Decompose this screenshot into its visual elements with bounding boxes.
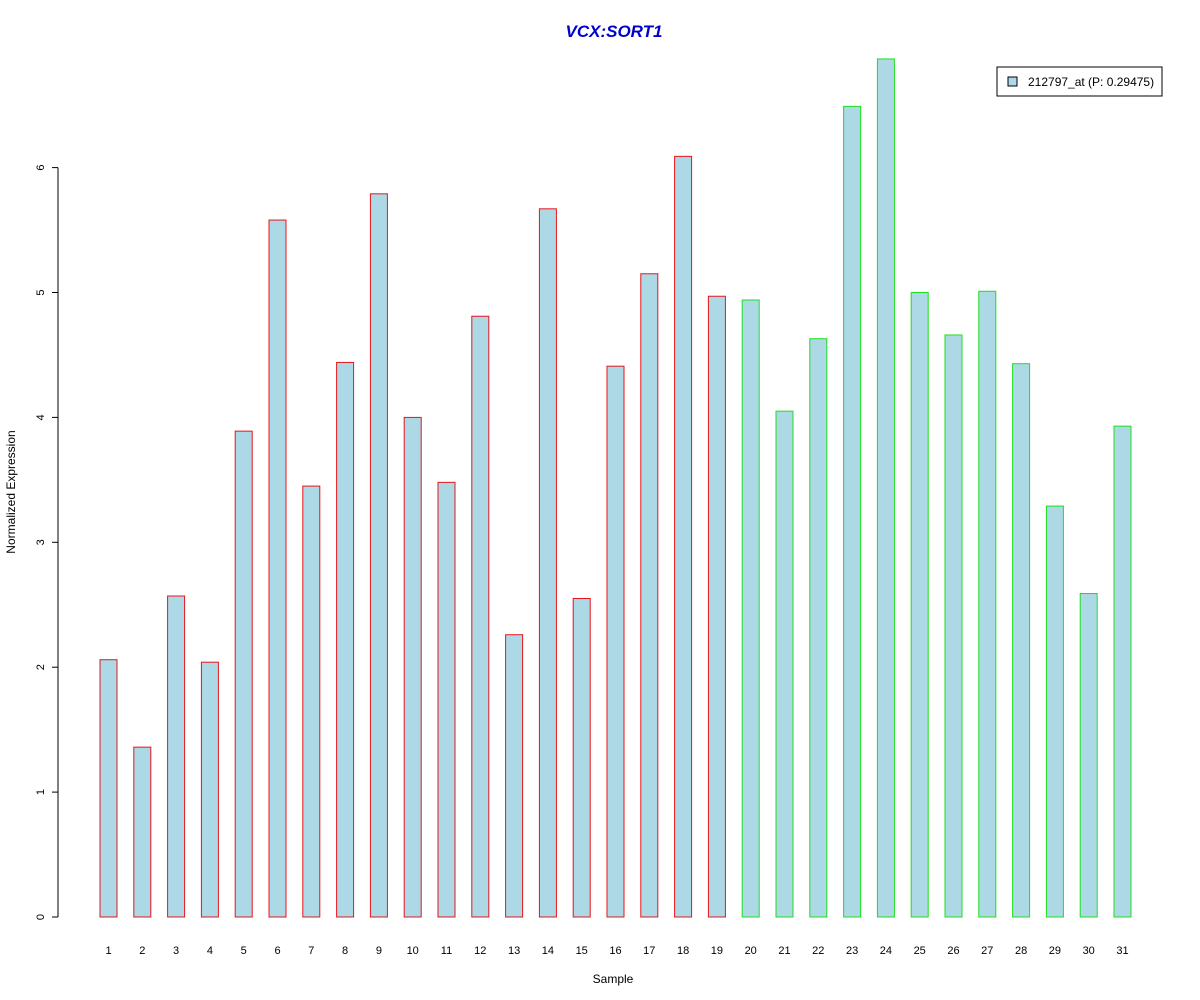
x-tick-label: 27	[981, 945, 993, 957]
bar	[268, 219, 287, 918]
x-tick-label: 16	[609, 945, 621, 957]
bar	[302, 485, 321, 918]
bar	[200, 661, 219, 918]
bar	[336, 361, 355, 918]
x-tick-label: 2	[139, 945, 145, 957]
x-tick-label: 19	[711, 945, 723, 957]
y-tick-label: 4	[35, 414, 47, 420]
bars	[99, 58, 1132, 918]
x-tick-label: 18	[677, 945, 689, 957]
bar	[741, 299, 760, 918]
x-tick-label: 17	[643, 945, 655, 957]
bar	[167, 595, 186, 918]
x-axis-tick-labels: 1 2 3 4 5 6 7 8 9 10 11 12 13 14 15 16 17 18 19 20 21 22 23 24 2…	[105, 945, 1128, 957]
bar	[944, 334, 963, 918]
bar	[437, 481, 456, 918]
bar	[707, 295, 726, 918]
bar	[538, 208, 557, 918]
x-tick-label: 30	[1083, 945, 1095, 957]
y-tick-label: 3	[35, 539, 47, 545]
bar	[369, 193, 388, 918]
y-tick-label: 1	[35, 789, 47, 795]
bar	[133, 746, 152, 918]
x-tick-label: 24	[880, 945, 892, 957]
bar	[1045, 505, 1064, 918]
legend-entry: 212797_at (P: 0.29475)	[1028, 75, 1154, 89]
bar	[99, 659, 118, 918]
bar	[910, 292, 929, 918]
x-tick-label: 21	[778, 945, 790, 957]
x-tick-label: 3	[173, 945, 179, 957]
bar	[403, 416, 422, 918]
legend-box	[996, 66, 1163, 97]
x-tick-label: 25	[914, 945, 926, 957]
x-tick-label: 29	[1049, 945, 1061, 957]
x-tick-label: 5	[241, 945, 247, 957]
x-tick-label: 4	[207, 945, 213, 957]
y-tick-label: 0	[35, 914, 47, 920]
x-tick-label: 11	[441, 945, 452, 957]
x-tick-label: 12	[474, 945, 486, 957]
bar	[1012, 363, 1031, 918]
x-tick-label: 9	[376, 945, 382, 957]
y-tick-label: 5	[35, 289, 47, 295]
x-tick-label: 20	[745, 945, 757, 957]
x-tick-label: 26	[947, 945, 959, 957]
x-axis-label: Sample	[593, 972, 634, 986]
x-tick-label: 8	[342, 945, 348, 957]
x-tick-label: 7	[308, 945, 314, 957]
bar	[234, 430, 253, 918]
bar	[674, 155, 693, 918]
bar	[775, 410, 794, 918]
x-tick-label: 31	[1116, 945, 1128, 957]
bar	[1113, 425, 1132, 918]
x-tick-label: 13	[508, 945, 520, 957]
legend: 212797_at (P: 0.29475)	[996, 66, 1163, 97]
x-tick-label: 1	[105, 945, 111, 957]
bar	[876, 58, 895, 918]
x-tick-label: 14	[542, 945, 554, 957]
x-tick-label: 15	[576, 945, 588, 957]
bar	[572, 598, 591, 918]
bar	[843, 105, 862, 918]
x-tick-label: 6	[274, 945, 280, 957]
x-tick-label: 10	[407, 945, 419, 957]
bar	[640, 273, 659, 918]
bar	[809, 338, 828, 918]
bar	[505, 634, 524, 918]
chart-title: VCX:SORT1	[566, 22, 663, 41]
x-tick-label: 22	[812, 945, 824, 957]
legend-swatch	[1007, 76, 1018, 87]
bar	[471, 315, 490, 918]
y-axis-label: Normalized Expression	[4, 430, 18, 553]
bar	[978, 290, 997, 918]
bar	[606, 365, 625, 918]
x-tick-label: 28	[1015, 945, 1027, 957]
y-tick-label: 6	[35, 165, 47, 171]
y-axis: 0 1 2 3 4 5 6	[35, 165, 59, 920]
x-tick-label: 23	[846, 945, 858, 957]
y-tick-label: 2	[35, 664, 47, 670]
bar	[1079, 593, 1098, 918]
